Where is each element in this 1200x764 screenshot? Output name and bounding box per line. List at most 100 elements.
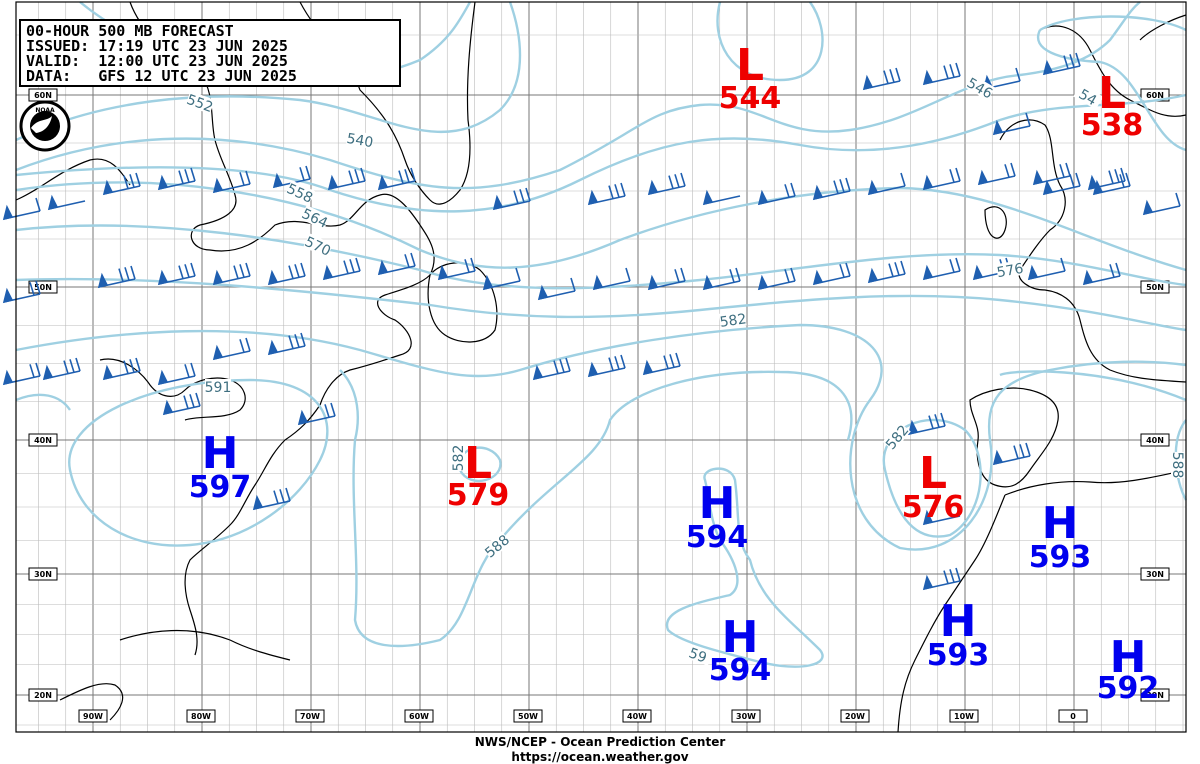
center-value: 544 xyxy=(719,81,782,116)
latitude-label: 20N xyxy=(34,691,52,700)
wind-barb xyxy=(97,265,136,289)
barb-feather xyxy=(239,264,245,278)
wind-barb xyxy=(157,167,196,191)
barb-feather xyxy=(349,259,355,273)
barb-feather xyxy=(190,167,196,182)
barb-feather xyxy=(883,70,889,84)
barb-pennant xyxy=(642,359,654,376)
header-line: ISSUED: 17:19 UTC 23 JUN 2025 xyxy=(26,37,288,55)
barb-pennant xyxy=(272,172,284,189)
barb-feather xyxy=(118,268,124,282)
barb-feather xyxy=(355,257,361,272)
contour-label-bg xyxy=(1171,452,1186,478)
latitude-label-box xyxy=(1140,433,1170,447)
barb-feather xyxy=(35,280,41,295)
barb-feather xyxy=(955,167,961,182)
longitude-label-box xyxy=(404,709,434,723)
barb-feather xyxy=(833,180,839,194)
barb-pennant xyxy=(157,174,169,191)
contour-label: 582 xyxy=(719,311,748,331)
header-line: DATA: GFS 12 UTC 23 JUN 2025 xyxy=(26,67,297,85)
barb-pennant xyxy=(592,274,604,291)
center-value: 594 xyxy=(686,520,749,555)
contour-label: 588 xyxy=(1169,452,1185,479)
barb-feather xyxy=(845,177,851,192)
longitude-label: 60W xyxy=(409,712,429,721)
barb-feather xyxy=(123,360,129,374)
barb-feather xyxy=(1125,172,1131,187)
barb-pennant xyxy=(252,494,264,511)
wind-barb xyxy=(907,412,946,436)
barb-feather xyxy=(410,167,416,182)
latitude-label-box xyxy=(28,567,58,581)
barb-feather xyxy=(324,404,330,418)
wind-barb xyxy=(867,260,906,284)
wind-barb xyxy=(922,567,961,591)
barb-pennant xyxy=(157,369,169,386)
wind-barb xyxy=(992,442,1031,466)
barb-pennant xyxy=(437,264,449,281)
barb-pennant xyxy=(922,574,934,591)
barb-feather xyxy=(608,357,614,371)
longitude-label-box xyxy=(1058,709,1088,723)
barb-feather xyxy=(620,354,626,369)
wind-barb xyxy=(642,352,681,376)
barb-feather xyxy=(784,269,790,283)
header-line: VALID: 12:00 UTC 23 JUN 2025 xyxy=(26,52,288,70)
barb-feather xyxy=(299,167,305,181)
center-symbol: H xyxy=(202,428,239,479)
barb-feather xyxy=(614,356,620,370)
barb-feather xyxy=(1019,444,1025,458)
barb-feather xyxy=(360,167,366,182)
wind-barb xyxy=(922,257,961,281)
barb-feather xyxy=(288,335,294,349)
barb-pennant xyxy=(757,274,769,291)
barb-pennant xyxy=(907,419,919,436)
latitude-label: 40N xyxy=(1146,436,1164,445)
longitude-label: 0 xyxy=(1070,712,1076,721)
wind-barb xyxy=(862,67,901,91)
barb-feather xyxy=(354,169,360,183)
wind-barb xyxy=(977,162,1016,186)
contour-label-bg xyxy=(450,445,465,471)
barb-feather xyxy=(1015,67,1021,82)
header-box: 00-HOUR 500 MB FORECAST ISSUED: 17:19 UT… xyxy=(19,19,401,87)
barb-feather xyxy=(839,179,845,193)
barb-feather xyxy=(398,170,404,184)
wind-barb xyxy=(1142,192,1181,216)
wind-barb xyxy=(482,267,521,291)
wind-barb xyxy=(2,362,41,386)
barb-feather xyxy=(513,190,519,204)
barb-feather xyxy=(839,264,845,278)
longitude-label: 20W xyxy=(845,712,865,721)
barb-pennant xyxy=(647,274,659,291)
barb-pennant xyxy=(1082,269,1094,286)
barb-pennant xyxy=(1142,199,1154,216)
barb-feather xyxy=(934,414,940,428)
barb-feather xyxy=(900,260,906,275)
barb-feather xyxy=(663,355,669,369)
barb-feather xyxy=(735,267,741,282)
latitude-label-box xyxy=(1140,688,1170,702)
barb-feather xyxy=(294,264,300,278)
barb-feather xyxy=(1059,164,1065,178)
barb-feather xyxy=(1109,264,1115,278)
barb-feather xyxy=(614,184,620,198)
wind-barb xyxy=(587,182,626,206)
barb-feather xyxy=(1069,54,1075,68)
contour-label: 540 xyxy=(345,131,374,151)
barb-feather xyxy=(888,263,894,277)
barb-feather xyxy=(300,332,306,347)
barb-feather xyxy=(470,257,476,272)
barb-feather xyxy=(1069,174,1075,188)
wind-barb xyxy=(922,509,961,526)
barb-feather xyxy=(178,170,184,184)
longitude-label: 30W xyxy=(736,712,756,721)
barb-feather xyxy=(285,487,291,502)
contour-label-bg xyxy=(683,643,713,667)
center-symbol: L xyxy=(736,40,764,91)
barb-feather xyxy=(63,360,69,374)
wind-barb xyxy=(157,362,196,386)
